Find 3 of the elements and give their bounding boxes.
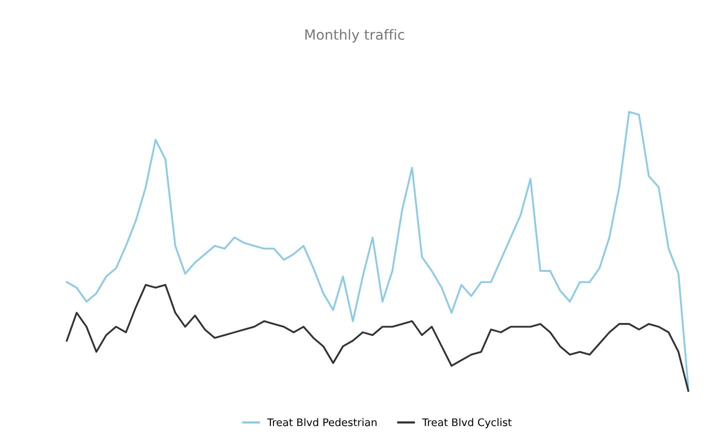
chart-title: Monthly traffic <box>305 29 404 43</box>
legend-label: Treat Blvd Pedestrian <box>267 418 377 426</box>
legend-label: Treat Blvd Cyclist <box>422 418 512 428</box>
